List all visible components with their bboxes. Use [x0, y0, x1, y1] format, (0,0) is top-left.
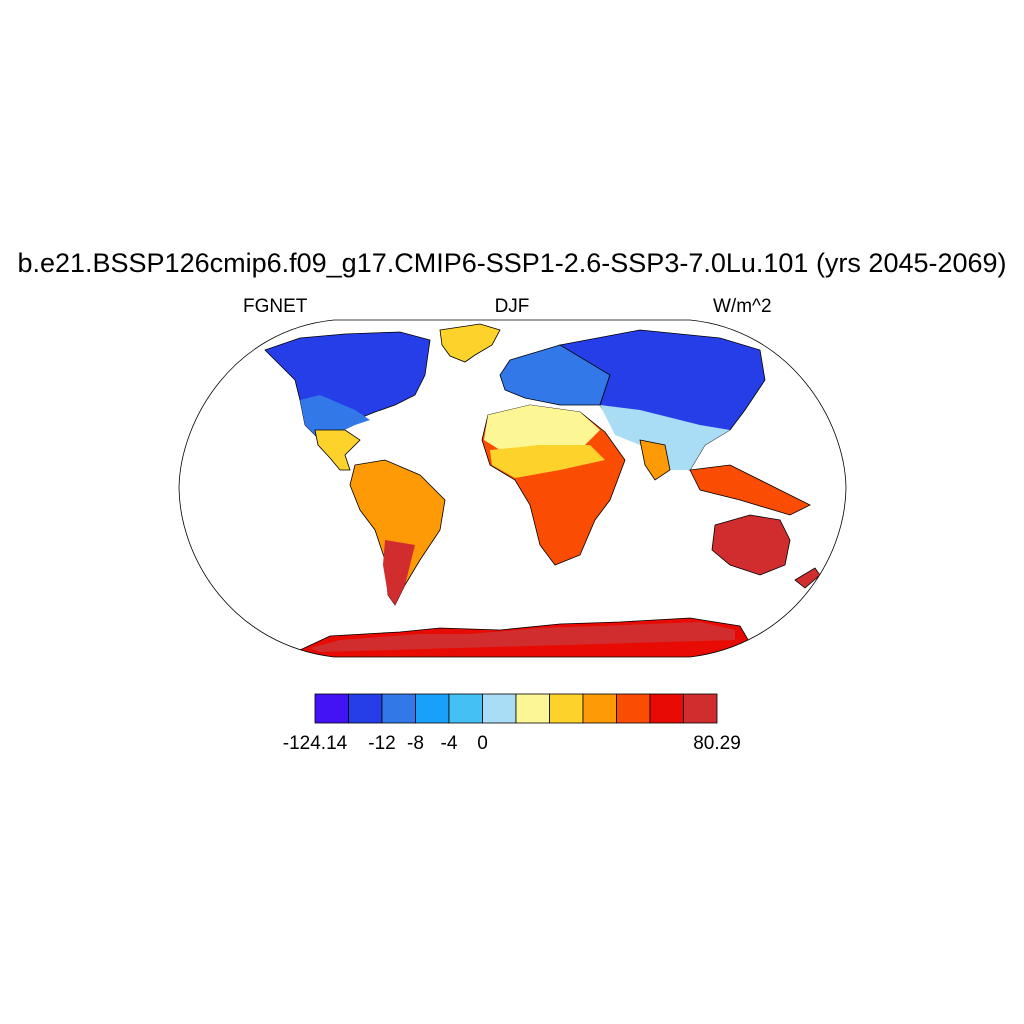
colorbar-swatch — [348, 693, 383, 724]
colorbar-swatch — [381, 693, 416, 724]
colorbar-swatch — [582, 693, 617, 724]
colorbar-swatch — [683, 693, 718, 724]
colorbar-swatch — [314, 693, 349, 724]
colorbar-swatch — [549, 693, 584, 724]
season-label: DJF — [494, 296, 530, 317]
colorbar-swatch — [482, 693, 517, 724]
variable-label: FGNET — [243, 296, 308, 317]
colorbar-tick-label: 0 — [477, 733, 488, 754]
asia-south — [600, 405, 730, 470]
africa-north — [484, 405, 600, 450]
antarctica-edge — [310, 622, 735, 652]
africa-sahel — [490, 445, 605, 478]
colorbar-swatch — [448, 693, 483, 724]
units-label: W/m^2 — [713, 296, 772, 317]
india — [639, 439, 671, 481]
central-america — [314, 429, 361, 471]
colorbar-tick-label: -4 — [440, 733, 458, 754]
colorbar-swatch — [616, 693, 651, 724]
new-zealand — [794, 567, 821, 589]
colorbar — [314, 693, 718, 724]
colorbar-tick-label: -12 — [368, 733, 396, 754]
colorbar-tick-label: -8 — [407, 733, 424, 754]
colorbar-tick-label: 80.29 — [693, 733, 741, 754]
south-america-south — [383, 540, 415, 605]
colorbar-tick-label: -124.14 — [282, 733, 348, 754]
colorbar-swatch — [515, 693, 550, 724]
australia — [711, 514, 791, 576]
colorbar-swatch — [649, 693, 684, 724]
colorbar-swatch — [415, 693, 450, 724]
map-border — [178, 319, 847, 658]
greenland — [439, 323, 501, 363]
maritime-asia — [689, 464, 811, 516]
map-title: b.e21.BSSP126cmip6.f09_g17.CMIP6-SSP1-2.… — [17, 248, 1007, 278]
